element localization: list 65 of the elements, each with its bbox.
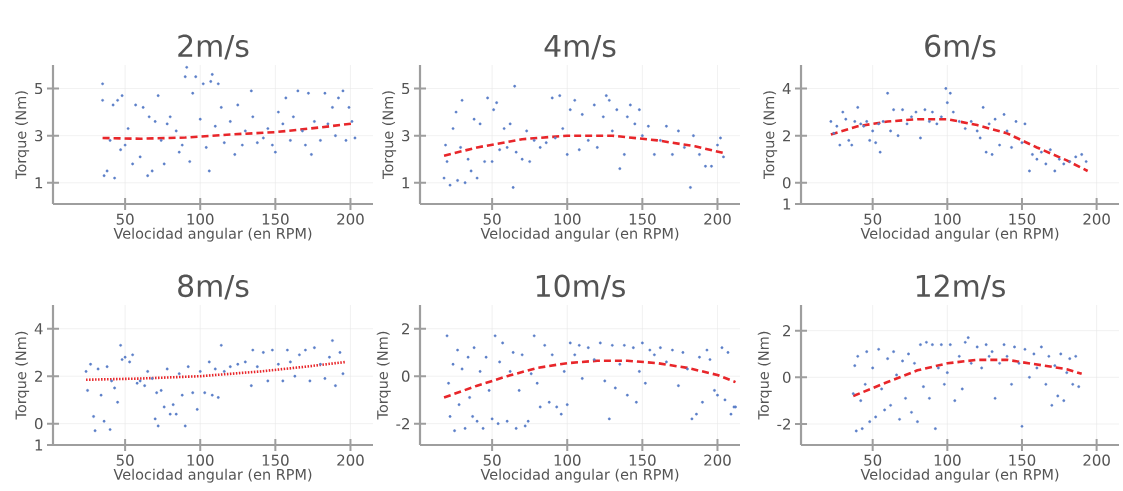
- chart-title: 4m/s: [544, 34, 616, 60]
- x-tick-label: 100: [934, 213, 961, 225]
- y-tick-label: 0: [782, 371, 791, 383]
- y-tick-label: 1: [35, 439, 43, 451]
- y-axis-title: Torque (Nm): [15, 91, 30, 179]
- x-axis-title: Velocidad angular (en RPM): [113, 227, 312, 242]
- x-tick-label: 200: [337, 213, 364, 225]
- x-tick-label: 200: [337, 454, 364, 466]
- y-tick-label: 0: [34, 417, 43, 430]
- x-tick-label: 200: [704, 454, 731, 466]
- y-tick-label: 0: [401, 370, 410, 382]
- chart-title: 12m/s: [916, 274, 1005, 300]
- y-tick-label: 2: [783, 325, 790, 337]
- y-tick-label: 2: [783, 130, 790, 142]
- y-tick-label: 1: [402, 177, 410, 189]
- chart-title: 2m/s: [178, 34, 249, 60]
- y-tick-label: 5: [35, 83, 43, 95]
- line-series: [829, 117, 1089, 173]
- x-tick-label: 150: [262, 213, 289, 225]
- y-axis-title: Torque (Nm): [376, 331, 391, 420]
- line-series: [84, 360, 348, 382]
- y-tick-label: 3: [35, 130, 43, 142]
- y-axis-title: Torque (Nm): [757, 331, 772, 420]
- x-axis-title: Velocidad angular (en RPM): [113, 468, 312, 483]
- y-tick-label: 2: [402, 323, 409, 335]
- x-tick-label: 150: [629, 454, 656, 466]
- y-tick-label: -2: [777, 418, 790, 430]
- x-tick-label: 50: [116, 454, 134, 466]
- y-axis-title: Torque (Nm): [763, 91, 778, 179]
- y-tick-label: 0: [782, 177, 791, 189]
- line-series: [442, 359, 737, 399]
- y-tick-label: 4: [34, 323, 43, 335]
- chart-title: 6m/s: [925, 34, 996, 60]
- x-tick-label: 100: [554, 454, 581, 466]
- x-tick-label: 200: [704, 213, 731, 225]
- x-tick-label: 100: [187, 454, 214, 466]
- x-tick-label: 50: [116, 213, 134, 225]
- x-tick-label: 150: [1009, 454, 1036, 466]
- x-tick-label: 50: [483, 213, 501, 225]
- x-tick-label: 50: [864, 213, 882, 225]
- x-tick-label: 100: [934, 454, 961, 466]
- y-tick-label: 4: [782, 83, 791, 95]
- y-tick-label: 2: [35, 370, 42, 382]
- chart-title: 8m/s: [178, 274, 249, 300]
- x-tick-label: 150: [1009, 213, 1036, 225]
- x-tick-label: 50: [864, 454, 882, 466]
- x-tick-label: 200: [1083, 213, 1110, 225]
- x-axis-title: Velocidad angular (en RPM): [860, 468, 1059, 483]
- x-axis-title: Velocidad angular (en RPM): [480, 468, 679, 483]
- y-tick-label: 5: [402, 83, 410, 95]
- y-tick-label: 3: [402, 130, 410, 142]
- x-axis-title: Velocidad angular (en RPM): [480, 227, 679, 242]
- x-tick-label: 50: [483, 454, 501, 466]
- y-tick-label: 1: [35, 177, 43, 189]
- y-axis-title: Torque (Nm): [15, 331, 30, 420]
- x-tick-label: 100: [187, 213, 214, 225]
- x-tick-label: 200: [1083, 454, 1110, 466]
- x-tick-label: 150: [262, 454, 289, 466]
- y-axis-title: Torque (Nm): [382, 91, 397, 179]
- x-tick-label: 150: [629, 213, 656, 225]
- y-tick-label: -2: [396, 418, 409, 430]
- x-axis-title: Velocidad angular (en RPM): [860, 227, 1059, 242]
- y-tick-label: 1: [783, 198, 791, 210]
- x-tick-label: 100: [554, 213, 581, 225]
- chart-title: 10m/s: [536, 274, 625, 300]
